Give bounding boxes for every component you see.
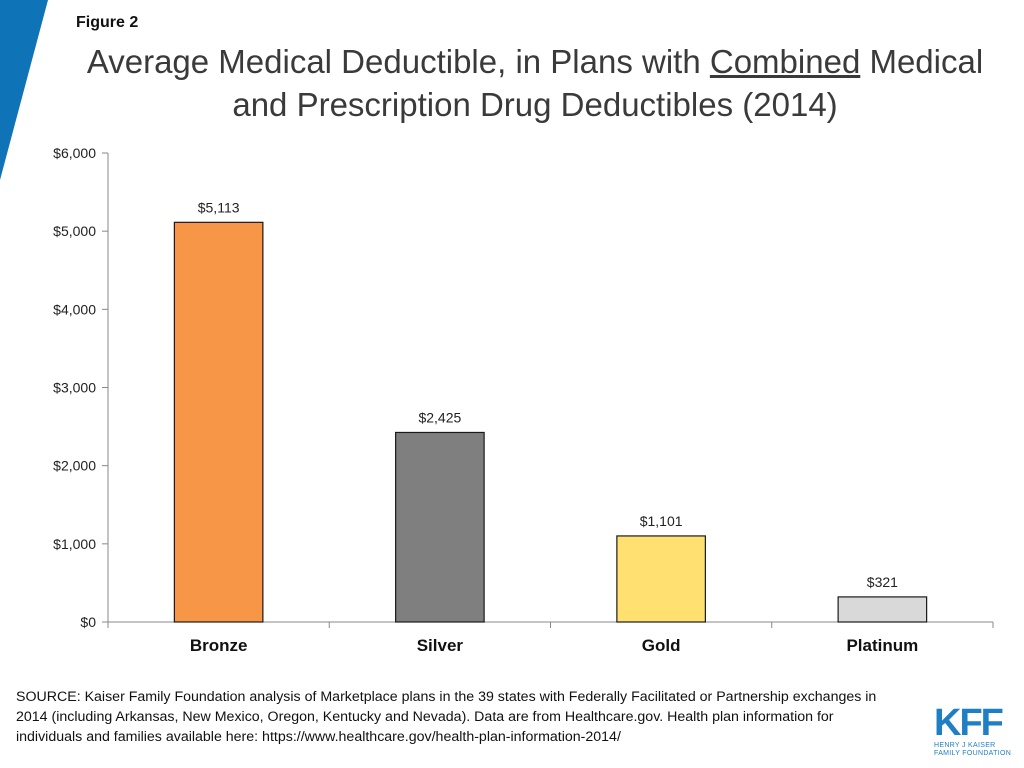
data-label: $2,425 [418, 409, 461, 425]
figure-label: Figure 2 [76, 14, 139, 31]
x-category-label: Platinum [846, 636, 918, 655]
y-tick-label: $5,000 [53, 223, 96, 239]
x-category-label: Gold [642, 636, 681, 655]
x-category-label: Bronze [190, 636, 248, 655]
source-note: SOURCE: Kaiser Family Foundation analysi… [16, 689, 877, 745]
bar-platinum [837, 596, 928, 623]
logo-line2: FAMILY FOUNDATION [934, 750, 1012, 757]
chart-title: Average Medical Deductible, in Plans wit… [60, 40, 1010, 126]
logo-subtitle: HENRY J KAISER FAMILY FOUNDATION [934, 742, 1014, 758]
y-tick-label: $4,000 [53, 301, 96, 317]
data-label: $5,113 [198, 199, 240, 215]
logo-mark: KFF [934, 702, 1004, 744]
y-tick-label: $6,000 [53, 145, 96, 161]
corner-stripe [0, 0, 48, 180]
y-tick-label: $2,000 [53, 458, 96, 474]
bar-bronze [173, 221, 264, 623]
bar-silver [395, 431, 485, 623]
kff-logo: KFF HENRY J KAISER FAMILY FOUNDATION [934, 704, 1014, 760]
title-part2: Medical and Prescription Drug Deductible… [232, 43, 984, 123]
bar-chart: $0 $1,000 $2,000 $3,000 $4,000 $5,000 $6,000 $5… [53, 145, 994, 655]
title-underlined: Combined [709, 43, 861, 80]
y-tick-label: $0 [80, 614, 96, 630]
data-label: $1,101 [640, 513, 683, 529]
x-category-label: Silver [417, 636, 464, 655]
bar-gold [616, 535, 706, 623]
y-tick-label: $3,000 [53, 380, 96, 396]
logo-line1: HENRY J KAISER [934, 742, 996, 749]
data-label: $321 [867, 574, 898, 590]
title-part1: Average Medical Deductible, in Plans wit… [86, 43, 710, 80]
y-tick-label: $1,000 [53, 536, 96, 552]
